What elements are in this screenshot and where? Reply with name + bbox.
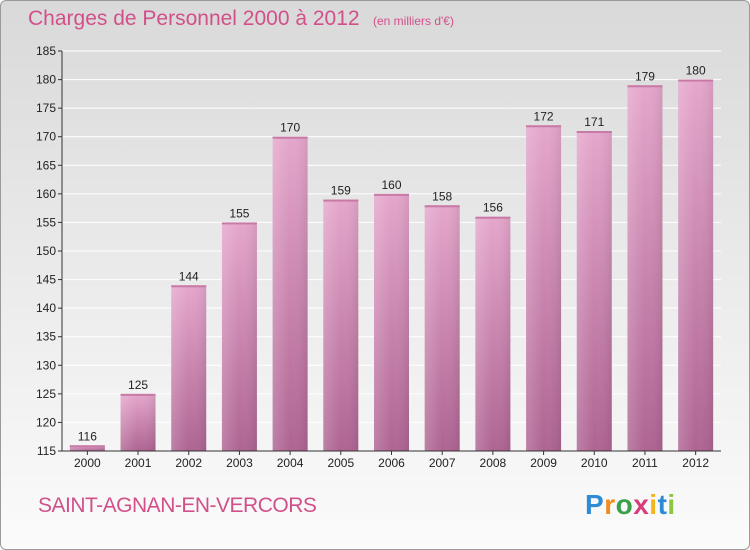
data-label: 158 xyxy=(432,189,452,203)
x-tick-label: 2007 xyxy=(429,456,456,470)
data-label: 144 xyxy=(179,269,199,283)
y-tick-label: 150 xyxy=(36,244,56,258)
y-tick-label: 180 xyxy=(36,73,56,87)
x-tick-label: 2009 xyxy=(530,456,557,470)
bar-top-edge xyxy=(424,205,460,208)
bar-shading xyxy=(526,125,562,452)
y-tick-label: 185 xyxy=(36,44,56,58)
bar-top-edge xyxy=(627,85,663,88)
x-tick-label: 2006 xyxy=(378,456,405,470)
bar-shading xyxy=(678,79,714,452)
bar-top-edge xyxy=(272,136,308,139)
bar-top-edge xyxy=(120,393,156,396)
y-tick-label: 115 xyxy=(37,444,56,458)
bar-shading xyxy=(120,393,156,451)
data-label: 170 xyxy=(280,121,300,135)
bar-shading xyxy=(374,193,409,451)
y-tick-label: 120 xyxy=(36,415,56,429)
bar-shading xyxy=(576,131,612,451)
x-tick-label: 2002 xyxy=(175,456,202,470)
x-tick-label: 2010 xyxy=(581,456,608,470)
bar-top-edge xyxy=(526,125,562,128)
x-tick-label: 2000 xyxy=(74,456,101,470)
bar-shading xyxy=(323,199,359,451)
bar-shading xyxy=(424,205,460,451)
proxiti-logo: Proxiti xyxy=(585,489,676,520)
y-tick-label: 130 xyxy=(36,358,56,372)
y-tick-label: 175 xyxy=(36,101,56,115)
x-tick-label: 2003 xyxy=(226,456,253,470)
y-tick-label: 170 xyxy=(36,130,56,144)
data-label: 180 xyxy=(686,64,706,78)
data-label: 171 xyxy=(584,115,604,129)
y-tick-label: 145 xyxy=(36,273,56,287)
x-tick-label: 2008 xyxy=(480,456,507,470)
data-label: 125 xyxy=(128,378,148,392)
data-label: 116 xyxy=(78,429,97,443)
y-tick-label: 125 xyxy=(36,387,56,401)
x-tick-label: 2004 xyxy=(277,456,304,470)
y-tick-label: 140 xyxy=(36,301,56,315)
bar-shading xyxy=(475,216,511,451)
commune-name: SAINT-AGNAN-EN-VERCORS xyxy=(38,494,317,517)
bar-top-edge xyxy=(374,193,409,196)
data-label: 160 xyxy=(381,178,401,192)
bar-shading xyxy=(272,136,308,451)
bar-shading xyxy=(627,85,663,452)
bar-top-edge xyxy=(323,199,359,202)
data-label: 179 xyxy=(635,69,655,83)
x-tick-label: 2012 xyxy=(682,456,709,470)
chart-subtitle: (en milliers d'€) xyxy=(373,14,454,28)
y-tick-label: 155 xyxy=(36,215,56,229)
bar-top-edge xyxy=(221,222,257,225)
bar-top-edge xyxy=(576,131,612,133)
bar-top-edge xyxy=(678,79,714,82)
data-label: 159 xyxy=(331,184,351,198)
data-label: 172 xyxy=(534,109,554,123)
bar-shading xyxy=(69,445,105,451)
y-tick-label: 135 xyxy=(36,330,56,344)
data-label: 155 xyxy=(229,206,249,220)
bar-top-edge xyxy=(475,216,511,219)
x-tick-label: 2005 xyxy=(327,456,354,470)
bar-shading xyxy=(221,222,257,451)
bar-top-edge xyxy=(69,445,105,448)
chart-title: Charges de Personnel 2000 à 2012 xyxy=(28,7,360,30)
bar-shading xyxy=(171,285,207,451)
y-tick-label: 165 xyxy=(36,158,56,172)
bar-top-edge xyxy=(171,285,207,288)
x-tick-label: 2011 xyxy=(632,456,658,470)
x-tick-label: 2001 xyxy=(125,456,152,470)
y-tick-label: 160 xyxy=(36,187,56,201)
data-label: 156 xyxy=(483,201,503,215)
